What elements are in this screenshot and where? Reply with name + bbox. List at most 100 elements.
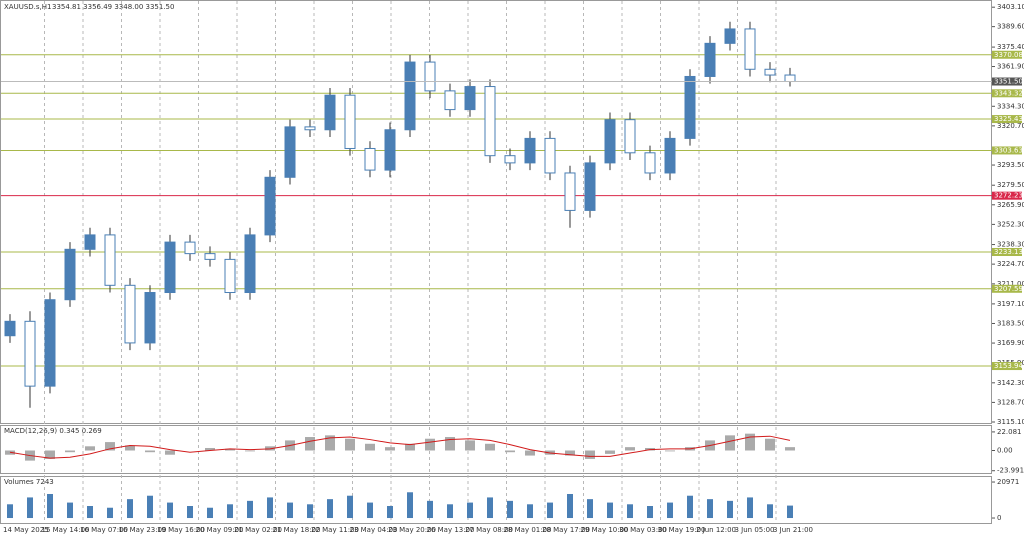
macd-bar [85,446,95,451]
candle-body [124,284,136,344]
candle-body [64,248,76,301]
volume-bar [387,506,393,519]
volume-bar [527,504,533,519]
candle-body [644,152,656,174]
level-label: 3370.08 [994,51,1023,59]
candle-body [304,126,316,131]
volume-bar [187,506,193,519]
volume-bar [607,502,613,519]
y-tick-label: 3169.90 [997,339,1024,347]
volume-bar [667,502,673,519]
volume-bar [567,493,573,519]
level-label: 3153.94 [994,362,1023,370]
volume-bar [107,507,113,519]
y-tick-label: 3279.50 [997,181,1024,189]
x-tick-label: 26 May 13:00 [427,526,475,534]
x-tick-label: 27 May 08:00 [465,526,513,534]
candle-body [224,258,236,294]
volume-bar [227,504,233,519]
candle-body [464,86,476,111]
volume-bar [467,502,473,519]
y-tick-label: 20971 [997,478,1019,486]
macd-bar [325,435,335,451]
macd-bar [625,447,635,451]
quote: 3354.81 3356.49 3348.00 3351.50 [52,3,174,11]
macd-bar [245,450,255,452]
candle-body [164,241,176,294]
candle-body [144,292,156,344]
macd-bar [125,445,135,451]
volume-bar [347,495,353,519]
volume-bar [267,497,273,519]
y-tick-label: 3265.90 [997,201,1024,209]
candle-body [364,147,376,171]
volume-bar [627,504,633,519]
candle-body [44,299,56,387]
y-tick-label: 3375.40 [997,43,1024,51]
y-tick-label: 3389.60 [997,23,1024,31]
volume-bar [707,499,713,519]
x-tick-label: 14 May 2025 [3,526,49,534]
macd-panel [0,425,992,474]
y-tick-label: 3361.90 [997,63,1024,71]
candle-body [244,234,256,294]
candle-body [264,176,276,236]
macd-bar [485,443,495,451]
volume-bar [507,500,513,519]
candle-body [764,68,776,76]
y-tick-label: 0 [997,514,1001,522]
candle-body [484,86,496,157]
x-tick-label: 21 May 02:00 [234,526,282,534]
volume-bar [207,507,213,519]
volume-bar [327,499,333,519]
volume-bar [147,495,153,519]
x-tick-label: 15 May 14:00 [42,526,90,534]
red-level-tag [992,191,1022,200]
macd-bar [605,450,615,454]
level-label: 3233.13 [994,248,1023,256]
level-tag [992,89,1022,98]
level-label: 3343.32 [994,89,1023,97]
x-tick-label: 22 May 11:00 [311,526,359,534]
candle-body [524,137,536,164]
candle-body [444,90,456,111]
level-label: 3325.43 [994,115,1023,123]
macd-bar [665,450,675,452]
y-tick-label: 3197.10 [997,300,1024,308]
y-tick-label: 3128.70 [997,398,1024,406]
y-tick-label: 3115.10 [997,418,1024,426]
macd-bar [425,438,435,451]
x-tick-label: 20 May 09:00 [196,526,244,534]
macd-title: MACD(12,26,9) 0.345 0.269 [4,427,102,435]
candle-body [404,61,416,131]
level-tag [992,284,1022,293]
candle-body [344,94,356,149]
volume-bar [487,497,493,519]
y-tick-label: 3183.50 [997,319,1024,327]
red-level-label: 3272.23 [994,192,1023,200]
y-tick-label: 3293.50 [997,161,1024,169]
macd-bar [365,443,375,451]
level-tag [992,146,1022,155]
last-price-tag [992,77,1022,86]
x-tick-label: 3 Jun 05:00 [735,526,775,534]
candle-body [684,75,696,139]
volume-bar [127,499,133,519]
candle-body [564,172,576,211]
volume-bar [307,504,313,519]
candle-body [384,129,396,171]
symbol: XAUUSD.s,H1 [4,3,51,11]
volume-bar [767,504,773,519]
candle-body [704,42,716,77]
x-tick-label: 2 Jun 12:00 [696,526,736,534]
macd-bar [525,450,535,456]
y-tick-label: 3403.10 [997,3,1024,11]
candle-body [544,137,556,174]
macd-bar [345,438,355,451]
volume-bar [647,506,653,519]
candle-body [424,61,436,92]
volume-bar [367,502,373,519]
volume-bar [787,505,793,519]
macd-bar [445,437,455,451]
